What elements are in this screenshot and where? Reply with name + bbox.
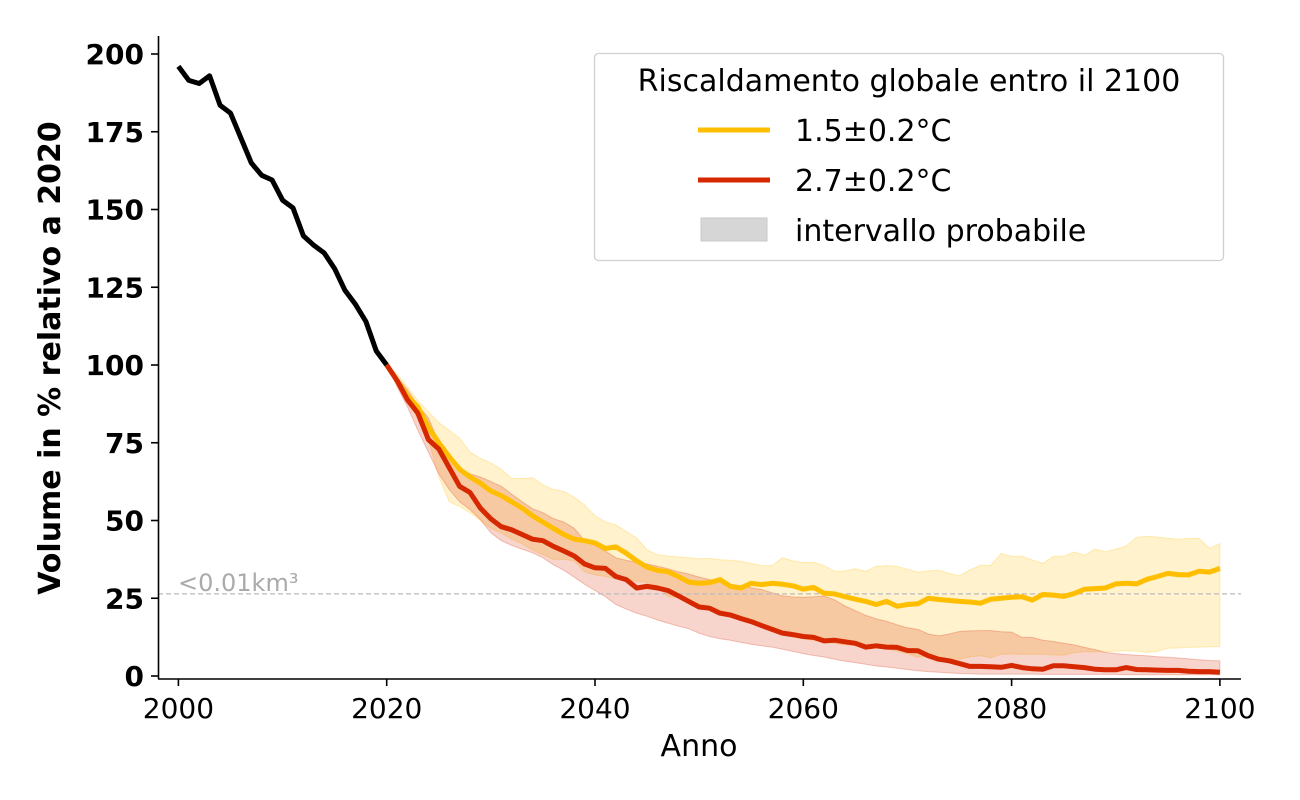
x-axis-label: Anno — [661, 729, 738, 764]
y-tick-label: 150 — [86, 194, 144, 227]
likely-range-band-2-7c — [386, 364, 1221, 676]
reference-line-group: <0.01km³ — [158, 569, 1241, 597]
legend-label-1-5c: 1.5±0.2°C — [795, 114, 952, 149]
legend-label-likely-range: intervallo probabile — [795, 214, 1086, 249]
legend: Riscaldamento globale entro il 2100 1.5±… — [593, 52, 1225, 262]
y-tick-label: 50 — [105, 505, 144, 538]
likely-range-band-1-5c — [386, 364, 1221, 660]
x-ticks: 2000 2020 2040 2060 2080 2100 — [143, 679, 1256, 725]
legend-swatch-likely-range — [700, 217, 768, 242]
x-tick-label: 2040 — [559, 692, 630, 725]
y-tick-label: 100 — [86, 349, 144, 382]
y-tick-label: 25 — [105, 582, 144, 615]
series-line-1-5c — [384, 363, 1221, 609]
reference-line-label: <0.01km³ — [178, 569, 298, 597]
y-axis-label: Volume in % relativo a 2020 — [33, 121, 68, 595]
legend-frame — [593, 52, 1225, 262]
y-tick-label: 200 — [86, 38, 144, 71]
y-tick-label: 175 — [86, 116, 144, 149]
y-tick-label: 125 — [86, 271, 144, 304]
series-lines — [176, 64, 1221, 675]
likely-range-bands — [386, 364, 1221, 676]
series-line-2-7c — [384, 363, 1221, 675]
historical-line — [176, 64, 389, 367]
legend-title: Riscaldamento globale entro il 2100 — [638, 64, 1181, 99]
x-tick-label: 2100 — [1184, 692, 1255, 725]
y-ticks: 0 25 50 75 100 125 150 175 200 — [86, 38, 158, 693]
x-tick-label: 2060 — [768, 692, 839, 725]
legend-label-2-7c: 2.7±0.2°C — [795, 164, 952, 199]
y-tick-label: 75 — [105, 427, 144, 460]
x-tick-label: 2000 — [143, 692, 214, 725]
y-tick-label: 0 — [125, 660, 144, 693]
x-tick-label: 2020 — [351, 692, 422, 725]
x-tick-label: 2080 — [976, 692, 1047, 725]
